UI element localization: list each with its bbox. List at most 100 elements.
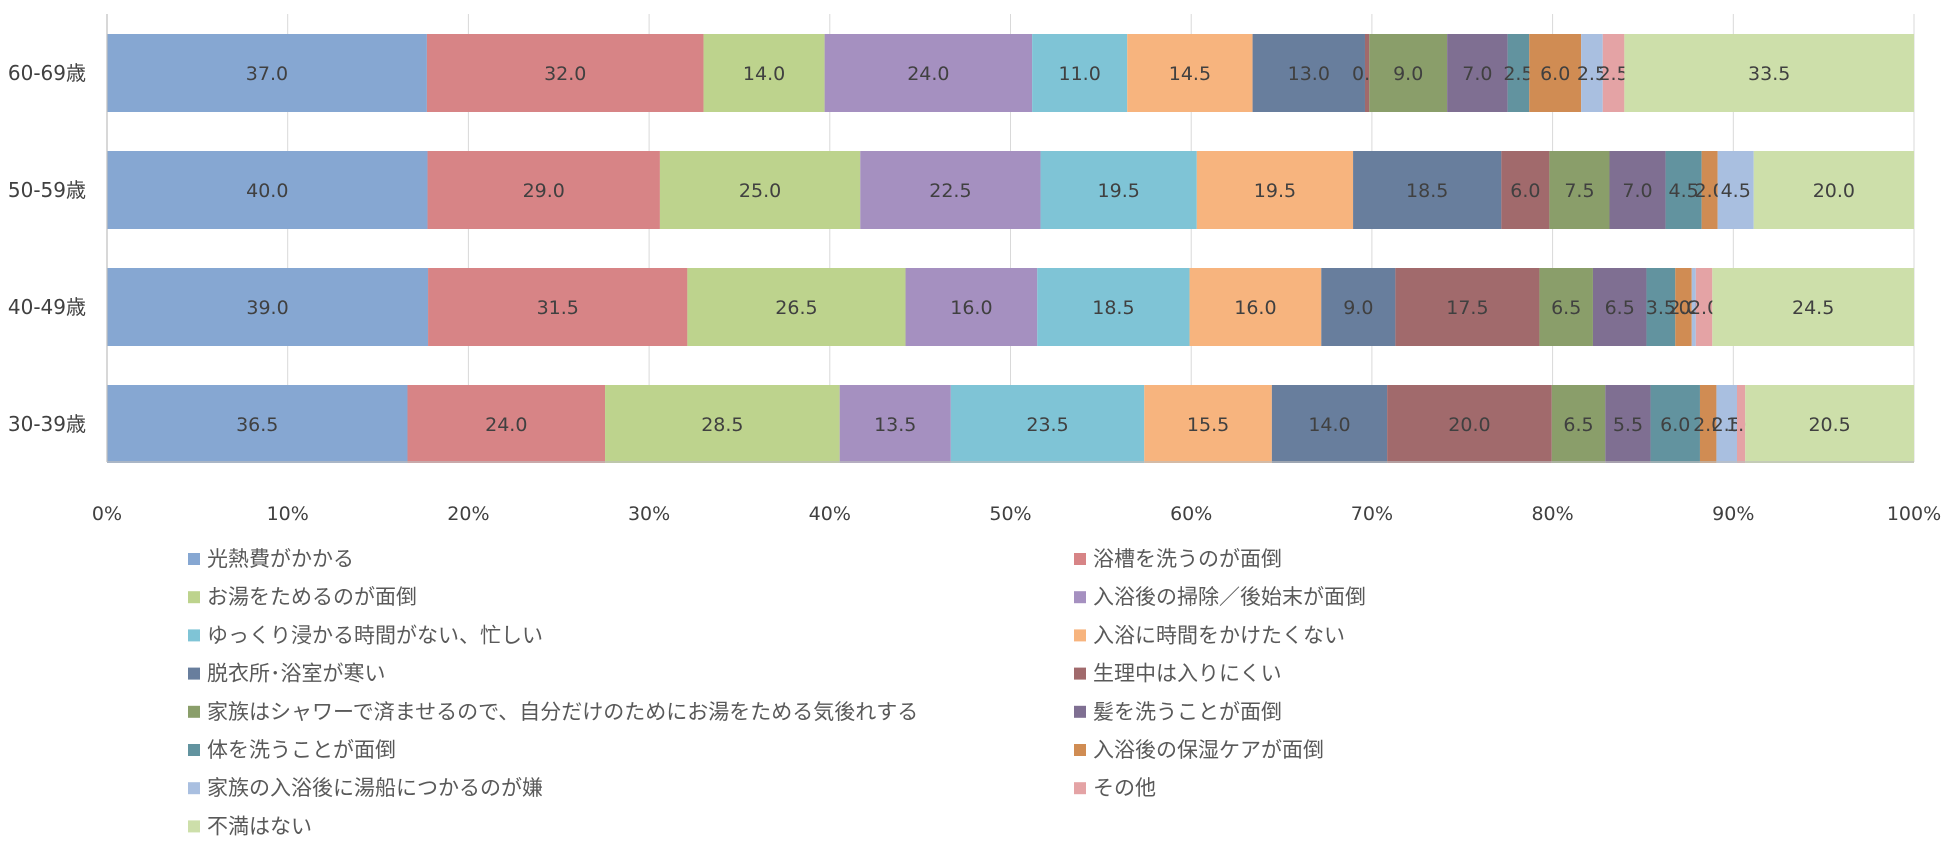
bar-segment bbox=[1032, 34, 1128, 112]
bar-segment bbox=[1196, 151, 1354, 229]
category-label: 50-59歳 bbox=[8, 178, 86, 202]
data-label: 6.0 bbox=[1540, 63, 1570, 85]
data-label: 2.0 bbox=[1668, 297, 1698, 319]
legend-label: 浴槽を洗うのが面倒 bbox=[1093, 547, 1282, 571]
x-tick-label: 60% bbox=[1170, 503, 1212, 525]
data-label: 20.5 bbox=[1808, 414, 1850, 436]
legend-label: ゆっくり浸かる時間がない、忙しい bbox=[207, 623, 543, 647]
legend-label: 光熱費がかかる bbox=[207, 547, 354, 571]
legend-label: 入浴後の保湿ケアが面倒 bbox=[1093, 738, 1324, 762]
legend-swatch bbox=[188, 820, 200, 833]
bar-segment bbox=[1127, 34, 1253, 112]
bar-segment bbox=[1549, 151, 1610, 229]
bar-segment bbox=[1539, 268, 1593, 346]
data-label: 33.5 bbox=[1748, 63, 1790, 85]
x-tick-label: 50% bbox=[989, 503, 1031, 525]
legend-swatch bbox=[1074, 782, 1086, 795]
data-label: 6.5 bbox=[1605, 297, 1635, 319]
bar-segment bbox=[1701, 151, 1718, 229]
bar-segment bbox=[1037, 268, 1190, 346]
data-label: 7.0 bbox=[1462, 63, 1492, 85]
bar-segment bbox=[1395, 268, 1540, 346]
bar-segment bbox=[1387, 385, 1552, 463]
bar-segment bbox=[1592, 268, 1647, 346]
legend-label: その他 bbox=[1093, 776, 1156, 800]
legend-swatch bbox=[1074, 553, 1086, 565]
data-label: 7.5 bbox=[1564, 180, 1594, 202]
data-label: 29.0 bbox=[523, 180, 565, 202]
data-label: 13.5 bbox=[874, 414, 916, 436]
data-label: 31.5 bbox=[537, 297, 579, 319]
bar-segment bbox=[407, 385, 606, 463]
data-label: 24.0 bbox=[485, 414, 527, 436]
data-label: 9.0 bbox=[1393, 63, 1423, 85]
data-label: 37.0 bbox=[246, 63, 288, 85]
data-label: 16.0 bbox=[1234, 297, 1276, 319]
legend-label: お湯をためるのが面倒 bbox=[207, 585, 417, 609]
bar-segment bbox=[1753, 151, 1914, 229]
data-label: 36.5 bbox=[236, 414, 278, 436]
legend-label: 家族はシャワーで済ませるので、自分だけのためにお湯をためる気後れする bbox=[207, 700, 918, 724]
data-label: 2.5 bbox=[1712, 414, 1742, 436]
bar-segment bbox=[1699, 385, 1717, 463]
legend-label: 髪を洗うことが面倒 bbox=[1093, 700, 1282, 724]
data-label: 6.0 bbox=[1660, 414, 1690, 436]
bar-segment bbox=[950, 385, 1145, 463]
category-label: 30-39歳 bbox=[8, 412, 86, 436]
bar-segment bbox=[1040, 151, 1197, 229]
data-label: 15.5 bbox=[1187, 414, 1229, 436]
x-tick-label: 40% bbox=[809, 503, 851, 525]
legend-swatch bbox=[188, 553, 200, 565]
legend-swatch bbox=[1074, 744, 1086, 756]
legend-swatch bbox=[1074, 591, 1086, 604]
bar-segment bbox=[1144, 385, 1272, 463]
data-label: 18.5 bbox=[1406, 180, 1448, 202]
data-label: 3.5 bbox=[1646, 297, 1676, 319]
data-label: 20.0 bbox=[1813, 180, 1855, 202]
bar-segment bbox=[427, 151, 660, 229]
x-tick-label: 100% bbox=[1887, 503, 1941, 525]
legend-swatch bbox=[188, 591, 200, 604]
bar-segment bbox=[659, 151, 861, 229]
bar-segment bbox=[1717, 151, 1754, 229]
bar-segment bbox=[703, 34, 825, 112]
data-label: 14.5 bbox=[1169, 63, 1211, 85]
bar-segment bbox=[860, 151, 1041, 229]
bar-segment bbox=[107, 151, 428, 229]
bar-segment bbox=[1745, 385, 1914, 463]
data-label: 24.5 bbox=[1792, 297, 1834, 319]
data-label: 6.5 bbox=[1563, 414, 1593, 436]
bar-segment bbox=[1252, 34, 1365, 112]
data-label: 5.5 bbox=[1613, 414, 1643, 436]
bar-segment bbox=[1507, 34, 1530, 112]
legend-label: 不満はない bbox=[207, 814, 312, 838]
data-label: 6.5 bbox=[1551, 297, 1581, 319]
data-label: 25.0 bbox=[739, 180, 781, 202]
bar-segment bbox=[107, 268, 429, 346]
legend-label: 家族の入浴後に湯船につかるのが嫌 bbox=[207, 776, 543, 800]
data-label: 22.5 bbox=[929, 180, 971, 202]
legend-label: 生理中は入りにくい bbox=[1093, 662, 1282, 686]
bar-segment bbox=[1602, 34, 1625, 112]
bar-segment bbox=[1189, 268, 1322, 346]
bar-segment bbox=[1581, 34, 1603, 112]
x-tick-label: 80% bbox=[1531, 503, 1573, 525]
bar-segment bbox=[839, 385, 951, 463]
legend-label: 入浴に時間をかけたくない bbox=[1093, 623, 1345, 647]
data-label: 2.0 bbox=[1693, 414, 1723, 436]
data-label: 19.5 bbox=[1254, 180, 1296, 202]
bar-segment bbox=[1447, 34, 1508, 112]
bar-segment bbox=[1716, 385, 1738, 463]
data-label: 16.0 bbox=[950, 297, 992, 319]
bar-segment bbox=[1364, 34, 1370, 112]
data-label: 2.5 bbox=[1577, 63, 1607, 85]
data-label: 24.0 bbox=[907, 63, 949, 85]
bar-segment bbox=[1675, 268, 1692, 346]
data-label: 2.5 bbox=[1503, 63, 1533, 85]
legend-label: 入浴後の掃除／後始末が面倒 bbox=[1093, 585, 1366, 609]
category-label: 60-69歳 bbox=[8, 61, 86, 85]
bar-segment bbox=[107, 34, 427, 112]
data-label: 14.0 bbox=[1308, 414, 1350, 436]
